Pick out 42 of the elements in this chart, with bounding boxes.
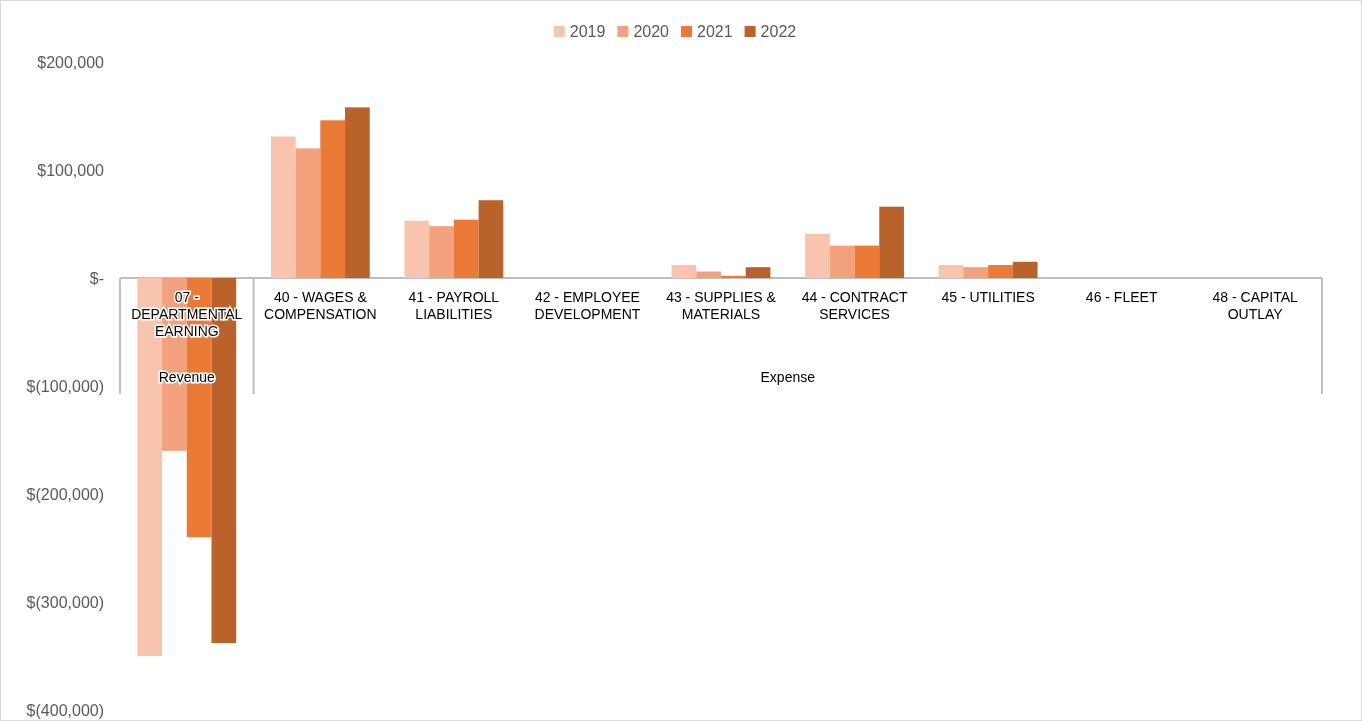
legend-label: 2022 <box>760 23 797 40</box>
bar <box>879 206 904 278</box>
bar <box>745 267 771 278</box>
x-tick-label: 43 - SUPPLIES & MATERIALS <box>666 289 777 322</box>
bar <box>320 120 346 278</box>
bar <box>854 245 880 278</box>
legend-label: 2019 <box>569 23 606 40</box>
annotation: Expense <box>760 369 816 385</box>
bar <box>295 148 321 278</box>
y-tick-label: $- <box>89 269 104 287</box>
y-tick-label: $(300,000) <box>26 593 104 611</box>
y-tick-label: $100,000 <box>37 161 105 179</box>
x-tick-label: 42 - EMPLOYEE DEVELOPMENT <box>534 289 641 322</box>
bar <box>1012 261 1038 278</box>
x-tick-label: 07 - DEPARTMENTAL EARNING <box>131 289 243 339</box>
legend-label: 2021 <box>697 23 733 40</box>
legend-label: 2020 <box>633 23 670 40</box>
bar <box>404 220 430 278</box>
bar <box>478 200 504 278</box>
x-tick-label: 48 - CAPITAL OUTLAY <box>1212 289 1299 322</box>
bar <box>453 219 479 278</box>
bar <box>829 245 855 278</box>
bar <box>671 265 697 278</box>
x-tick-label: 46 - FLEET <box>1085 289 1158 305</box>
y-tick-label: $(400,000) <box>26 701 104 719</box>
bar <box>938 265 964 278</box>
bar <box>270 136 296 278</box>
bar <box>963 267 989 278</box>
bar <box>429 226 454 278</box>
bar <box>696 271 721 278</box>
x-tick-label: 40 - WAGES & COMPENSATION <box>264 289 377 322</box>
annotation: Revenue <box>158 369 216 385</box>
y-tick-label: $200,000 <box>37 53 105 71</box>
bar <box>721 275 746 278</box>
bar <box>345 107 370 278</box>
bar <box>988 265 1013 278</box>
bar <box>805 233 830 278</box>
y-tick-label: $(100,000) <box>26 377 104 395</box>
x-tick-label: 41 - PAYROLL LIABILITIES <box>408 289 500 322</box>
x-tick-label: 45 - UTILITIES <box>941 289 1035 305</box>
y-tick-label: $(200,000) <box>26 485 104 503</box>
x-tick-label: 44 - CONTRACT SERVICES <box>801 289 908 322</box>
